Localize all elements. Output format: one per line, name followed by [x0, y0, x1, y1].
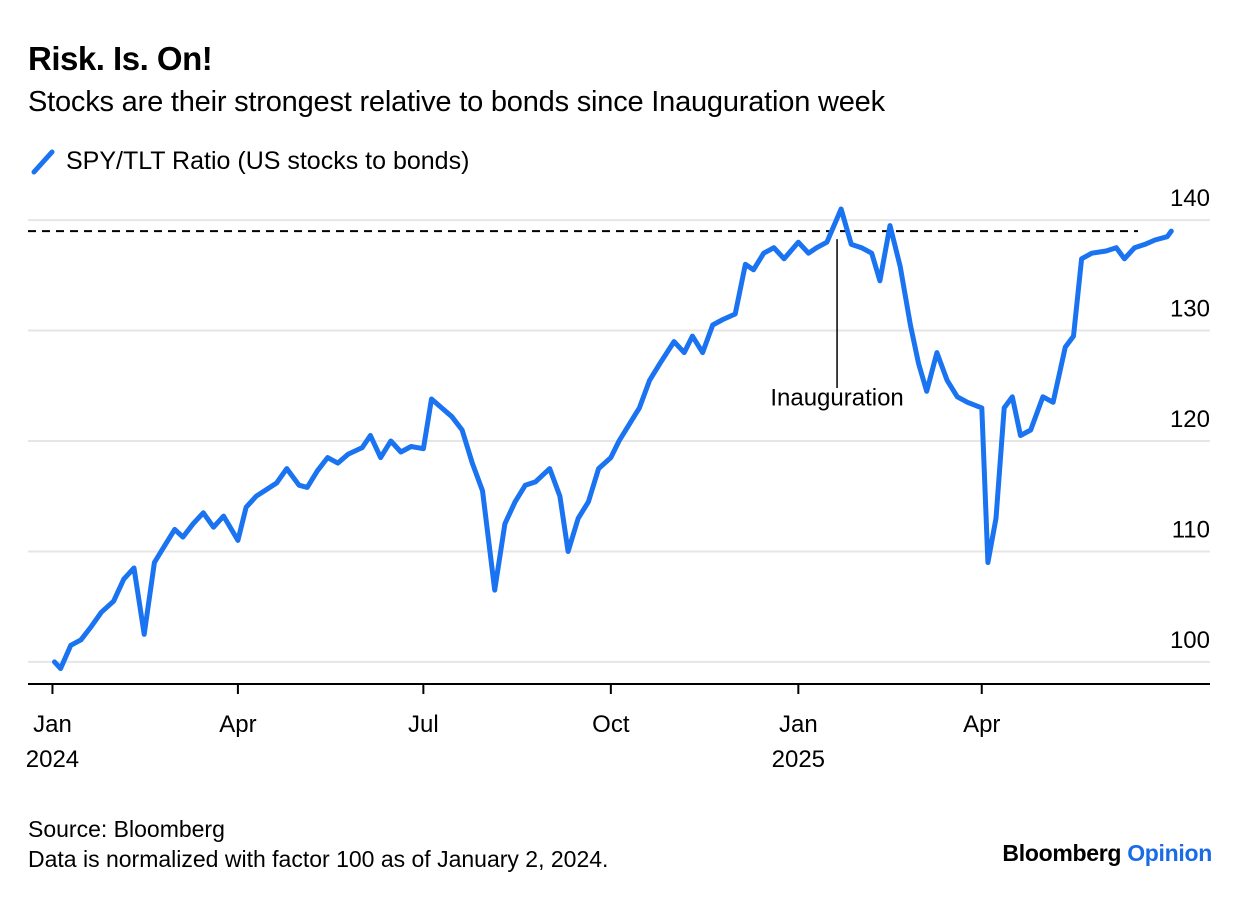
x-tick-label: Apr	[963, 711, 1000, 738]
logo-brand: Bloomberg	[1002, 840, 1122, 866]
logo-opinion: Opinion	[1127, 840, 1212, 866]
y-tick-label: 120	[1170, 406, 1210, 433]
x-tick-label: Jan	[33, 711, 72, 738]
y-tick-label: 100	[1170, 627, 1210, 654]
x-tick-label: Apr	[219, 711, 256, 738]
legend-label: SPY/TLT Ratio (US stocks to bonds)	[66, 146, 470, 175]
chart-subtitle: Stocks are their strongest relative to b…	[28, 86, 885, 118]
x-tick-label: Oct	[592, 711, 630, 738]
series-line	[52, 206, 1174, 671]
chart-title: Risk. Is. On!	[28, 40, 213, 77]
x-tick-year-label: 2024	[26, 746, 79, 773]
legend-swatch-icon	[31, 149, 55, 175]
annotation-label: Inauguration	[770, 385, 903, 412]
legend: SPY/TLT Ratio (US stocks to bonds)	[28, 146, 469, 176]
x-tick-label: Jul	[408, 711, 439, 738]
normalization-note: Data is normalized with factor 100 as of…	[28, 846, 609, 872]
x-tick-year-label: 2025	[772, 746, 825, 773]
source-text: Source: Bloomberg	[28, 816, 225, 842]
source-notes: Source: Bloomberg Data is normalized wit…	[28, 814, 608, 874]
x-tick-label: Jan	[779, 711, 818, 738]
bloomberg-opinion-logo: Bloomberg Opinion	[1002, 840, 1212, 867]
y-tick-label: 110	[1172, 516, 1210, 543]
y-tick-label: 130	[1170, 296, 1210, 323]
y-tick-label: 140	[1170, 185, 1210, 212]
